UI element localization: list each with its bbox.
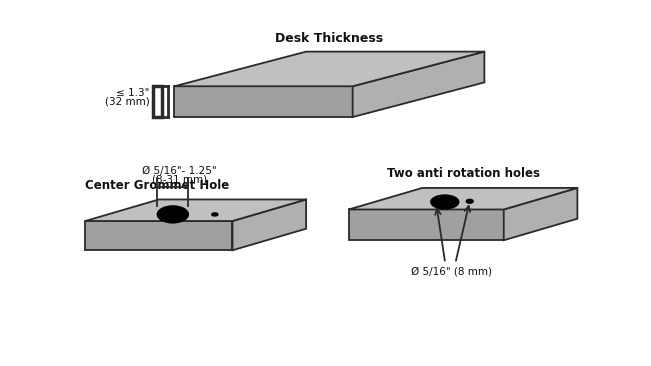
Polygon shape <box>349 188 577 209</box>
Polygon shape <box>504 188 577 240</box>
Polygon shape <box>85 221 232 250</box>
Polygon shape <box>353 52 484 117</box>
Polygon shape <box>232 199 306 250</box>
Polygon shape <box>174 52 484 86</box>
Polygon shape <box>85 199 306 221</box>
Ellipse shape <box>433 202 440 206</box>
Text: Ø 5/16"- 1.25": Ø 5/16"- 1.25" <box>142 167 216 176</box>
Text: Ø 5/16" (8 mm): Ø 5/16" (8 mm) <box>411 266 492 276</box>
Ellipse shape <box>158 206 188 223</box>
Ellipse shape <box>212 213 218 216</box>
Text: (8-31 mm): (8-31 mm) <box>152 174 206 184</box>
Text: (32 mm): (32 mm) <box>105 96 150 106</box>
Ellipse shape <box>466 199 473 203</box>
Text: Desk Thickness: Desk Thickness <box>275 33 383 45</box>
Polygon shape <box>349 209 504 240</box>
Text: ≤ 1.3": ≤ 1.3" <box>116 88 150 98</box>
Text: Center Grommet Hole: Center Grommet Hole <box>85 179 230 192</box>
Polygon shape <box>174 86 353 117</box>
Text: Two anti rotation holes: Two anti rotation holes <box>387 167 540 180</box>
Ellipse shape <box>431 195 459 209</box>
Bar <box>153 86 162 117</box>
